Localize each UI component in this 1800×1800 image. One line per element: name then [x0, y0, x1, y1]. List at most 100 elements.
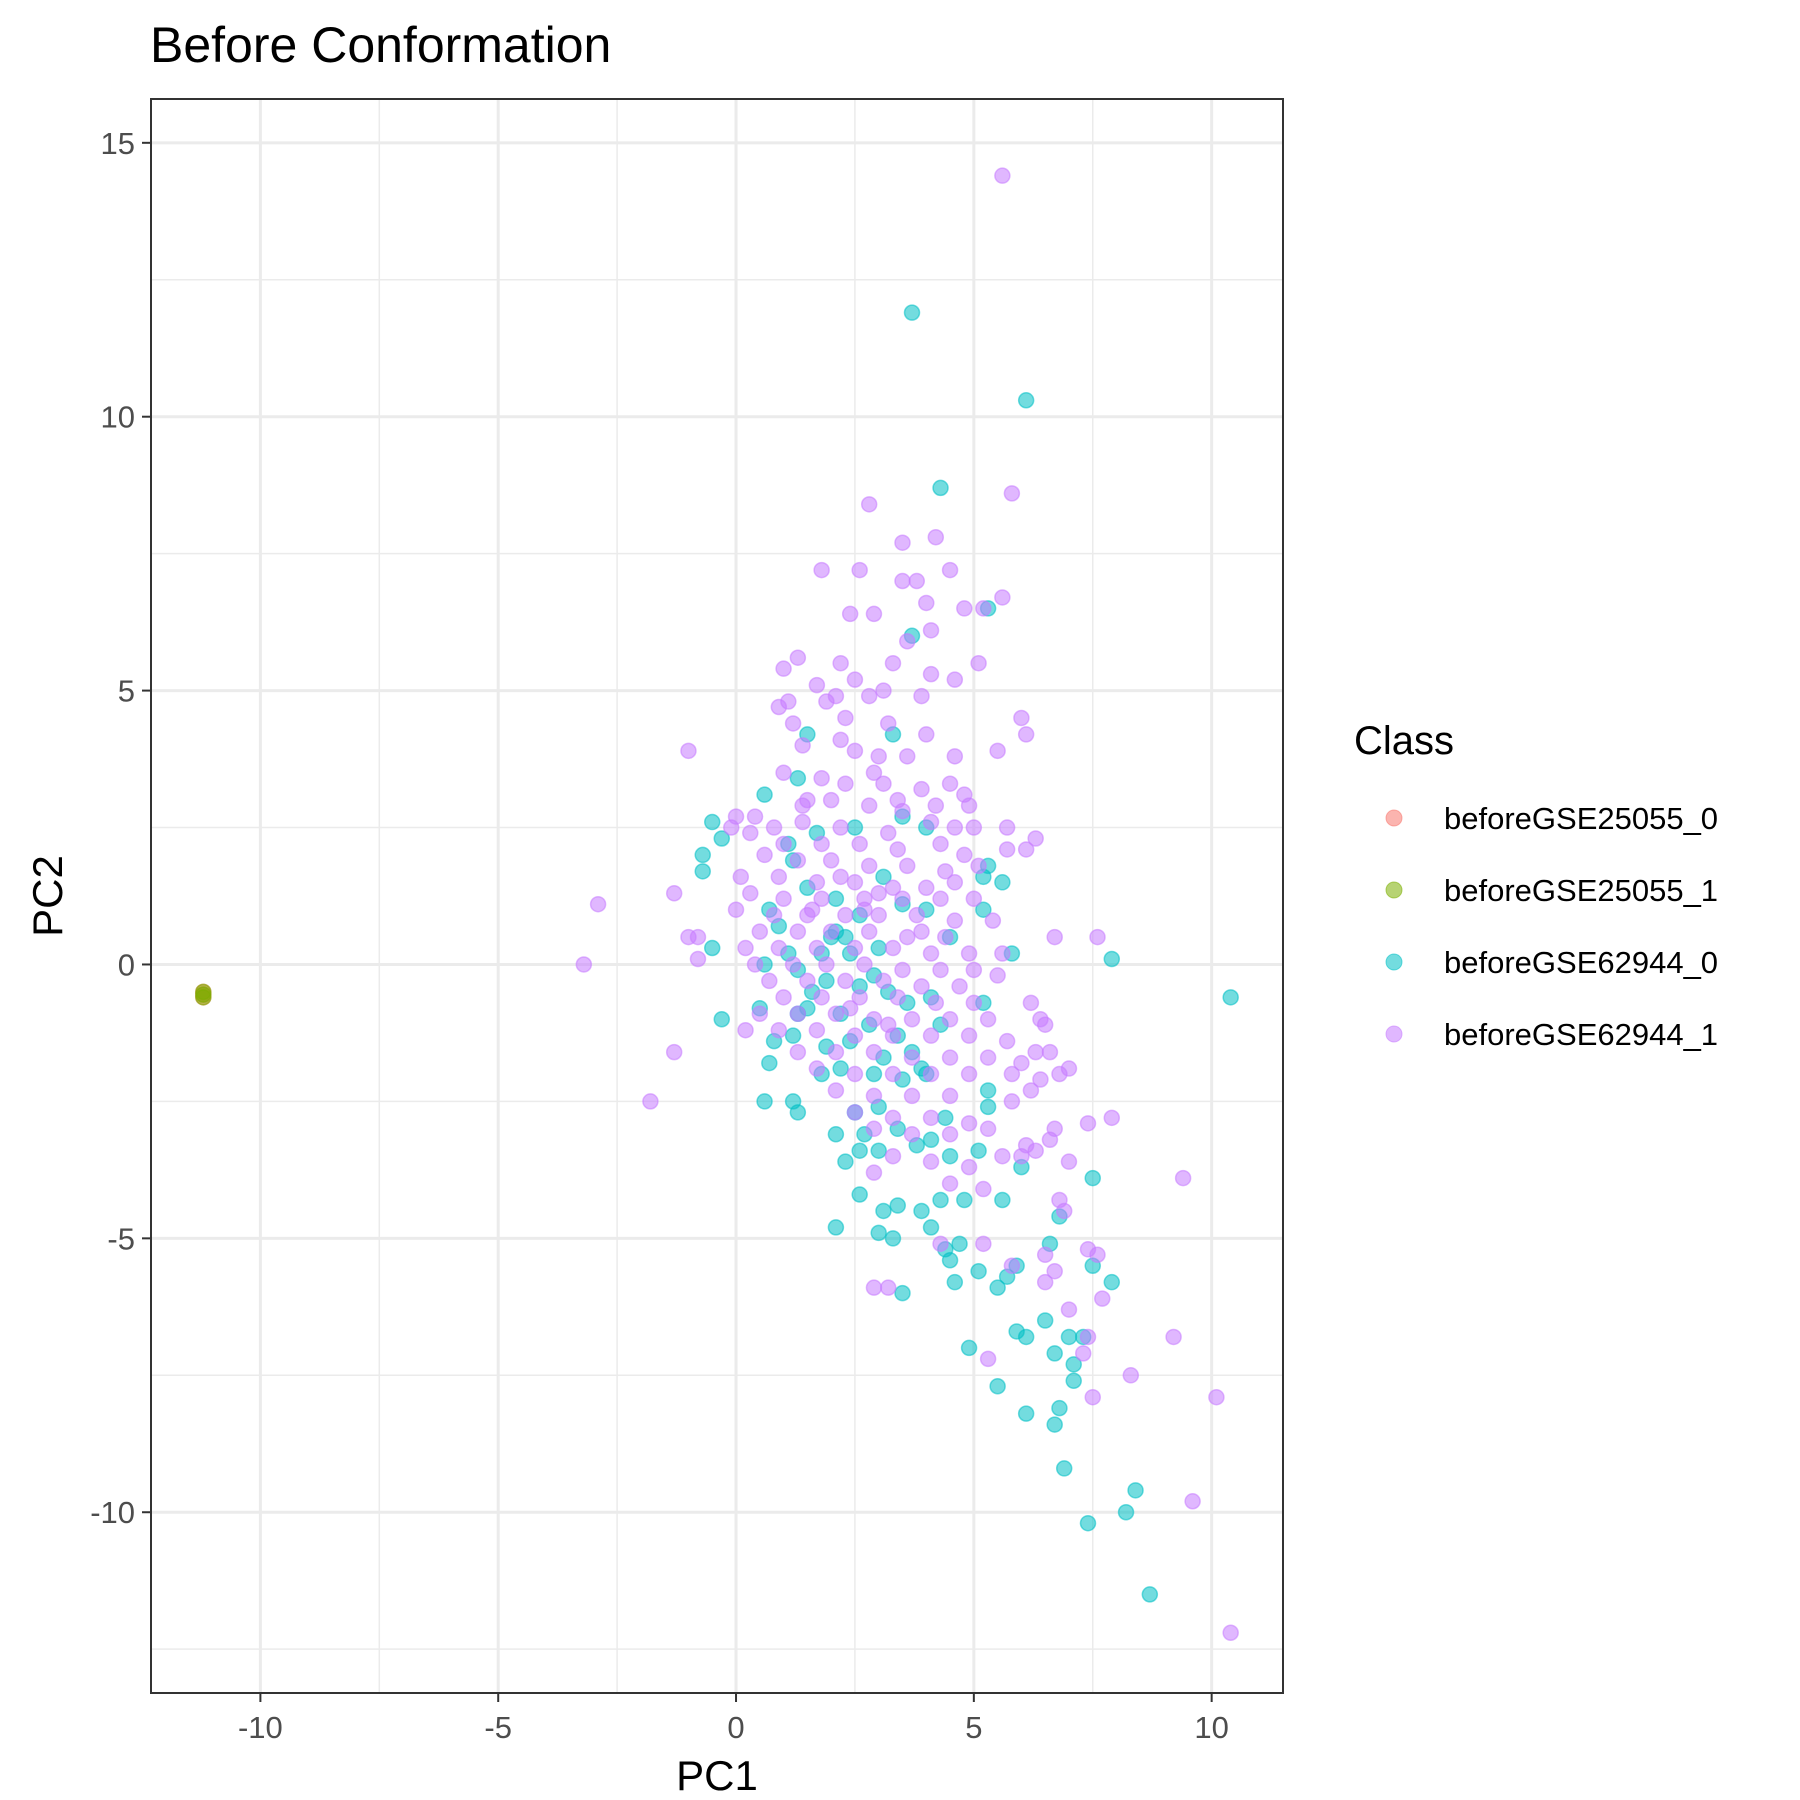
- data-point: [808, 1021, 826, 1039]
- data-point: [889, 989, 906, 1006]
- data-point: [918, 879, 935, 897]
- data-point: [913, 923, 930, 940]
- data-point: [775, 890, 792, 907]
- y-tick-label: 10: [101, 400, 135, 435]
- legend-label: beforeGSE62944_1: [1444, 1017, 1718, 1052]
- data-point: [1046, 1416, 1063, 1433]
- data-point: [856, 901, 873, 918]
- data-point: [818, 693, 835, 710]
- data-point: [994, 589, 1011, 606]
- data-point: [813, 989, 830, 1006]
- data-point: [832, 819, 849, 836]
- data-point: [827, 1005, 845, 1023]
- data-point: [894, 890, 911, 907]
- data-point: [889, 841, 906, 858]
- grid: [151, 99, 1283, 1693]
- data-point: [789, 1005, 807, 1023]
- data-point: [703, 813, 721, 831]
- data-point: [994, 874, 1011, 891]
- data-point: [1103, 1273, 1121, 1291]
- data-point: [922, 1219, 940, 1236]
- data-point: [946, 671, 964, 688]
- data-point: [951, 1235, 968, 1253]
- data-point: [889, 1197, 906, 1214]
- data-point: [827, 890, 845, 907]
- data-point: [960, 945, 978, 962]
- data-point: [837, 1153, 854, 1170]
- data-point: [846, 671, 864, 688]
- data-point: [870, 885, 887, 902]
- data-point: [960, 1065, 978, 1083]
- data-point: [965, 890, 983, 907]
- data-point: [865, 1164, 883, 1181]
- data-point: [1036, 1016, 1054, 1033]
- data-point: [784, 1027, 802, 1044]
- data-point: [575, 956, 593, 973]
- data-point: [1165, 1328, 1182, 1346]
- data-point: [918, 594, 935, 612]
- data-point: [979, 1120, 997, 1138]
- data-point: [875, 682, 892, 699]
- data-point: [941, 1087, 959, 1105]
- data-point: [922, 1153, 940, 1170]
- data-point: [879, 1016, 897, 1033]
- data-point: [794, 813, 811, 831]
- data-point: [813, 835, 830, 853]
- data-point: [1094, 1290, 1111, 1307]
- data-point: [860, 496, 878, 513]
- data-point: [1222, 989, 1239, 1006]
- data-point: [775, 764, 792, 782]
- data-point: [818, 956, 835, 973]
- data-point: [832, 731, 849, 749]
- data-point: [998, 819, 1016, 836]
- data-point: [894, 961, 911, 979]
- data-point: [960, 1158, 978, 1176]
- data-point: [989, 1378, 1006, 1395]
- data-point: [808, 874, 826, 891]
- data-point: [922, 665, 940, 683]
- data-point: [694, 846, 711, 864]
- data-point: [913, 1202, 930, 1220]
- data-point: [822, 923, 840, 940]
- data-point: [1084, 1388, 1101, 1406]
- data-point: [970, 654, 987, 672]
- y-tick-label: 5: [118, 674, 135, 709]
- data-point: [994, 945, 1011, 962]
- data-point: [642, 1093, 659, 1110]
- data-point: [889, 791, 906, 809]
- data-point: [1079, 1115, 1097, 1132]
- data-point: [1022, 994, 1040, 1012]
- data-point: [713, 1010, 731, 1028]
- data-point: [1051, 1065, 1068, 1083]
- x-tick-label: 10: [1194, 1710, 1228, 1745]
- data-point: [195, 989, 212, 1006]
- data-point: [1013, 1147, 1030, 1165]
- data-point: [941, 1252, 959, 1269]
- data-point: [665, 1043, 683, 1061]
- data-point: [946, 912, 964, 929]
- data-point: [884, 654, 902, 672]
- data-point: [1065, 1372, 1082, 1390]
- data-point: [894, 1284, 911, 1302]
- data-point: [761, 1054, 778, 1072]
- data-point: [1046, 1345, 1063, 1362]
- data-point: [846, 1027, 864, 1044]
- series-beforeGSE25055_1: [195, 983, 212, 1006]
- data-point: [827, 1043, 845, 1061]
- data-point: [775, 989, 792, 1006]
- data-point: [1013, 709, 1030, 727]
- data-point: [913, 687, 930, 705]
- data-point: [851, 989, 868, 1006]
- data-point: [770, 868, 788, 886]
- data-point: [956, 600, 973, 617]
- data-point: [822, 852, 840, 869]
- data-point: [789, 1104, 807, 1121]
- data-point: [941, 1175, 959, 1192]
- data-point: [1036, 1273, 1054, 1291]
- data-point: [865, 764, 883, 782]
- data-point: [775, 835, 792, 853]
- data-point: [756, 1093, 773, 1110]
- data-points: [195, 167, 1239, 1641]
- data-point: [870, 748, 887, 765]
- data-point: [832, 1060, 849, 1077]
